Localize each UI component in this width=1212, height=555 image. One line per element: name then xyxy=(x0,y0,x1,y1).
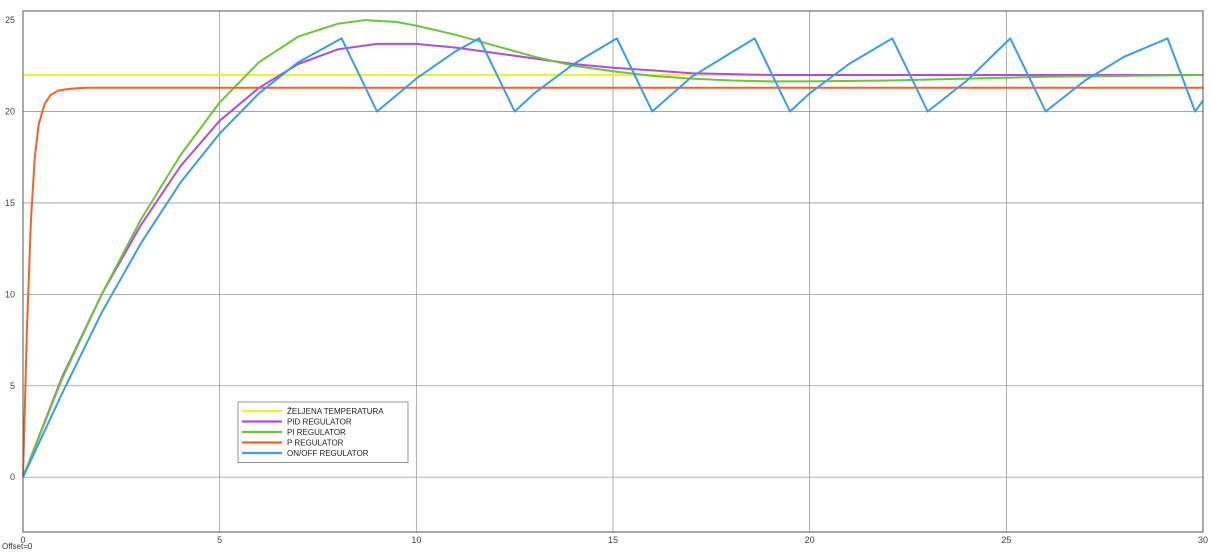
y-tick-label: 20 xyxy=(5,107,15,117)
series-line-pi-regulator xyxy=(22,19,1204,478)
x-tick-label: 5 xyxy=(217,535,222,545)
y-tick-label: 15 xyxy=(5,198,15,208)
legend-label: ON/OFF REGULATOR xyxy=(287,449,369,458)
series-line-on-off-regulator xyxy=(22,37,1204,478)
x-tick-label: 20 xyxy=(805,535,815,545)
y-tick-label: 5 xyxy=(10,381,15,391)
legend-label: PI REGULATOR xyxy=(287,428,346,437)
series-line-pid-regulator xyxy=(22,42,1203,478)
offset-label: Offset=0 xyxy=(2,542,33,551)
x-tick-label: 10 xyxy=(411,535,421,545)
legend-label: PID REGULATOR xyxy=(287,418,352,427)
plot-frame xyxy=(22,10,1204,533)
y-tick-label: 10 xyxy=(5,289,15,299)
y-tick-label: 25 xyxy=(5,15,15,25)
x-tick-label: 30 xyxy=(1198,535,1208,545)
x-tick-label: 15 xyxy=(608,535,618,545)
series-lines xyxy=(22,19,1204,478)
legend-label: P REGULATOR xyxy=(287,439,344,448)
tick-labels: 0 5 10 15 20 25 30 0 5 10 15 20 25 xyxy=(5,15,1208,545)
series-line-p-regulator xyxy=(22,86,1203,478)
x-tick-label: 0 xyxy=(20,535,25,545)
legend-label: ŽELJENA TEMPERATURA xyxy=(287,407,384,416)
y-tick-label: 0 xyxy=(10,472,15,482)
grid-lines xyxy=(23,11,1203,532)
x-tick-label: 25 xyxy=(1001,535,1011,545)
